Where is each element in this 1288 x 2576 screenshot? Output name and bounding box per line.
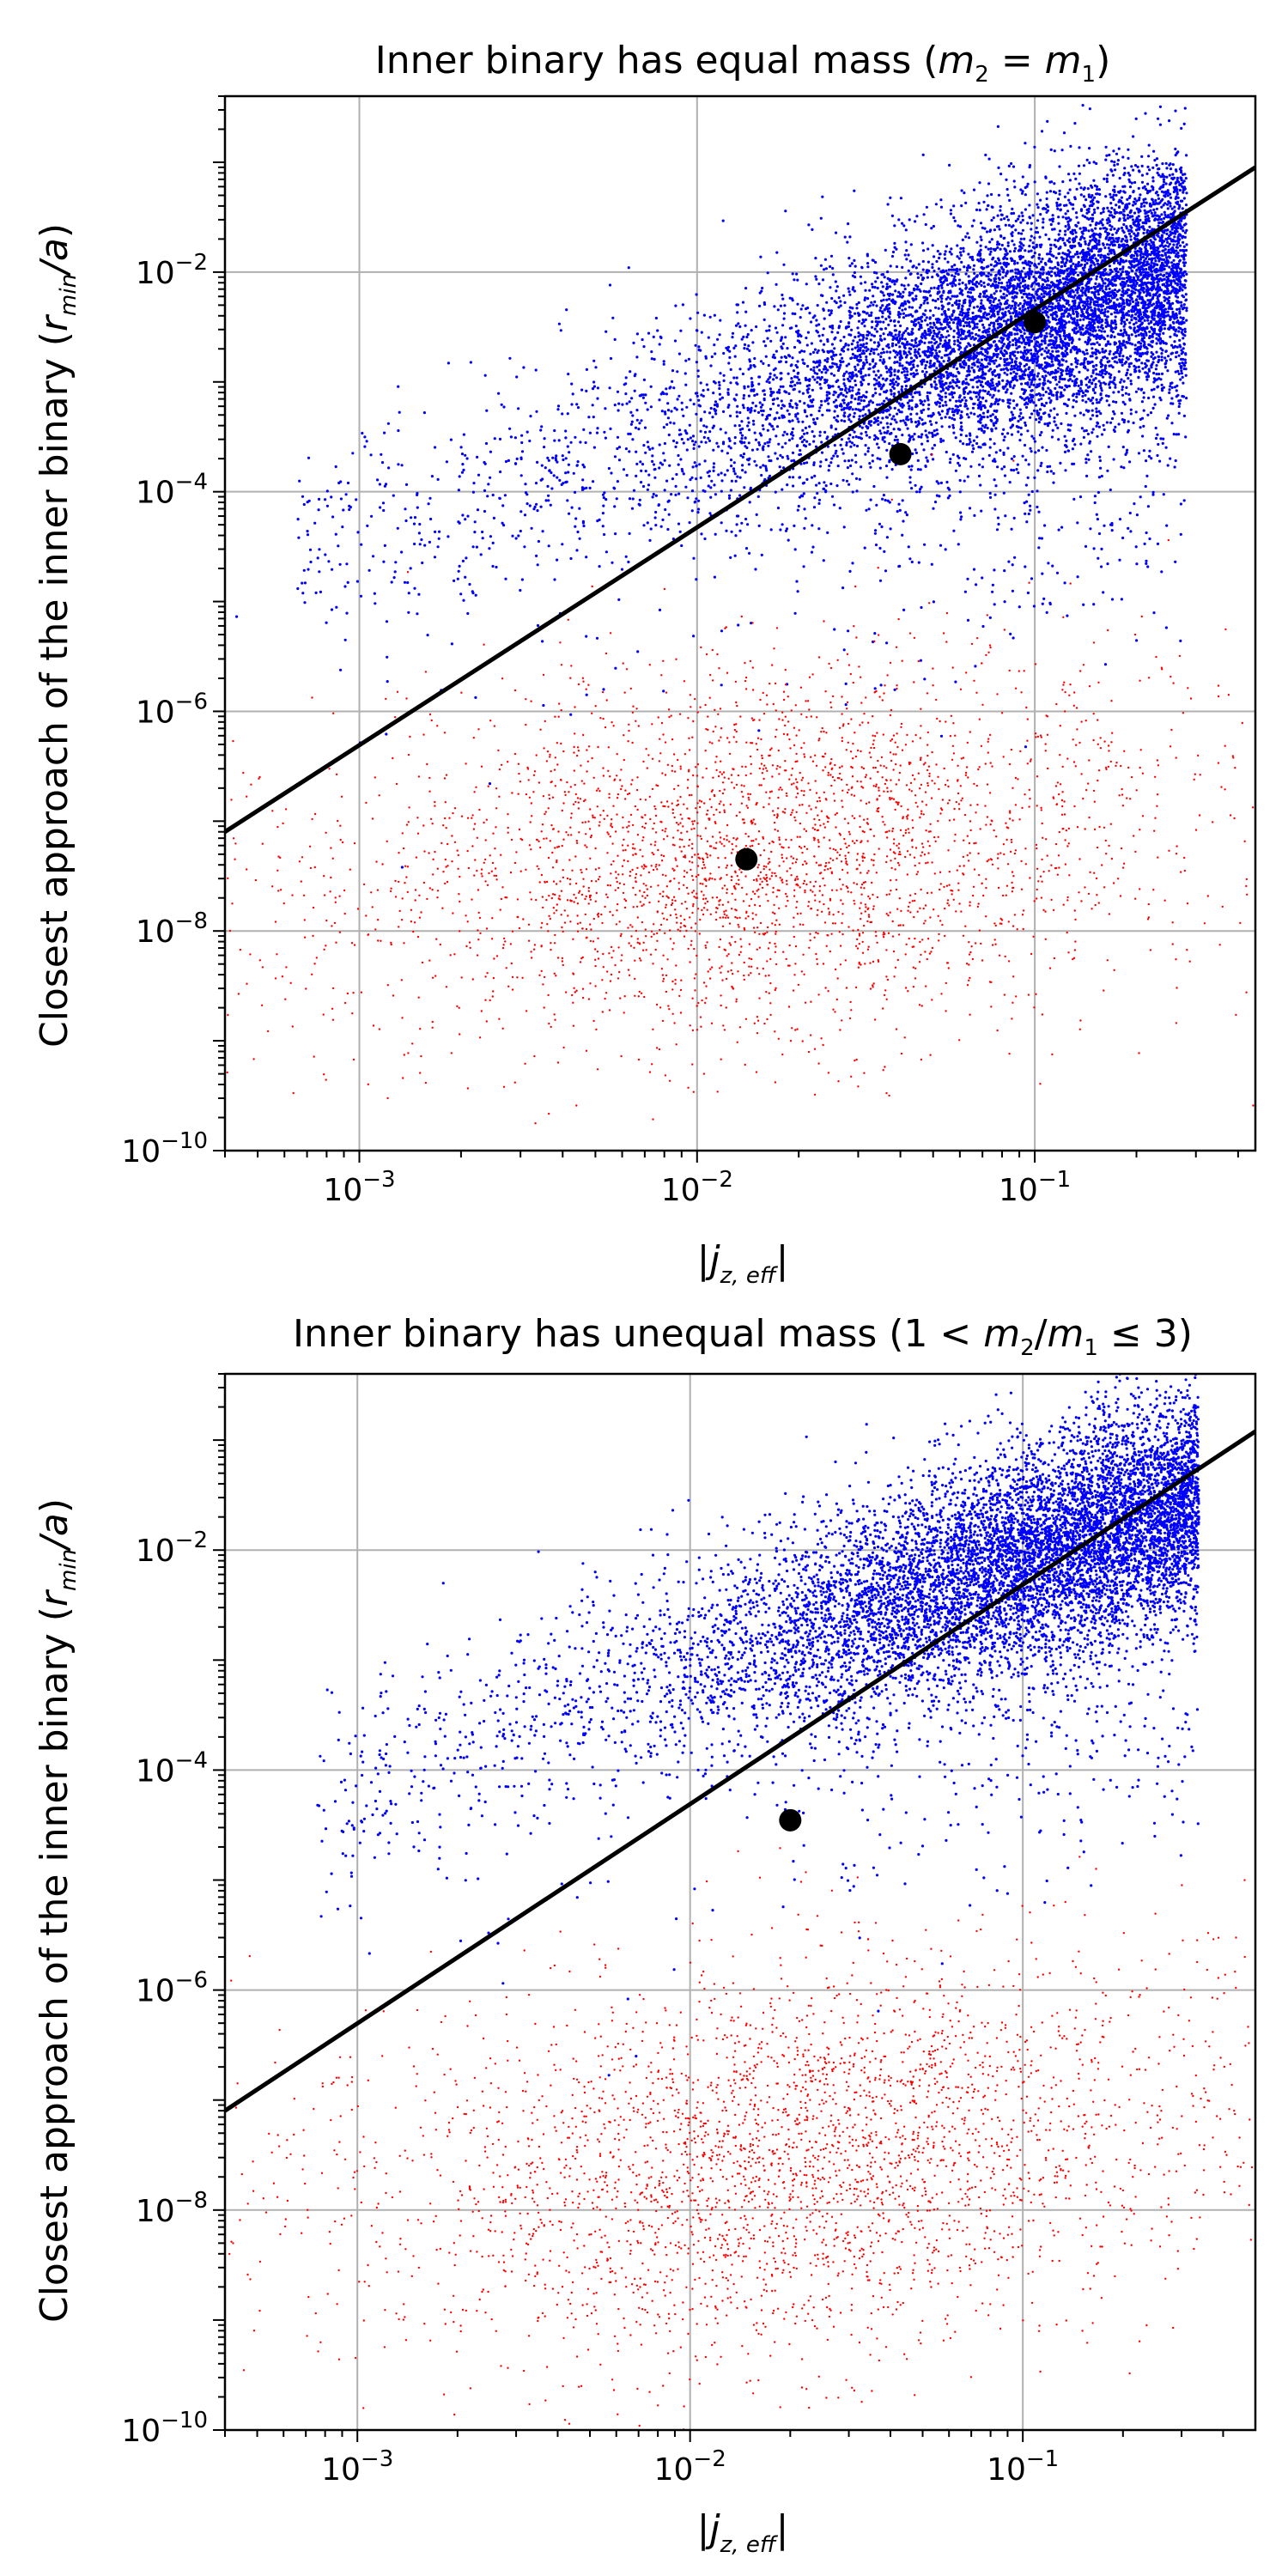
scatter-red-mark — [222, 453, 1258, 1154]
series-red-points — [228, 1847, 1261, 2432]
highlight-point — [1024, 311, 1046, 333]
x-tick-label: 10−1 — [987, 2446, 1059, 2488]
scatter-blue-mark — [316, 1370, 1200, 2076]
x-axis-label: |jz, eff| — [697, 2507, 789, 2558]
scatter-blue-mark — [235, 92, 1188, 868]
y-tick-label: 10−4 — [136, 1747, 208, 1789]
highlight-point — [890, 443, 912, 465]
series-blue-points — [235, 92, 1188, 868]
panel-unequal-mass: Inner binary has unequal mass (1 < m2/m1… — [33, 1312, 1261, 2558]
y-tick-label: 10−10 — [121, 2408, 208, 2449]
chart-title: Inner binary has unequal mass (1 < m2/m1… — [293, 1312, 1193, 1361]
y-tick-label: 10−8 — [136, 2188, 208, 2229]
x-tick-label: 10−1 — [999, 1167, 1071, 1208]
chart-title: Inner binary has equal mass (m2 = m1) — [375, 39, 1111, 88]
series-blue-points — [316, 1370, 1200, 2076]
y-tick-label: 10−8 — [136, 908, 208, 950]
x-tick-label: 10−2 — [661, 1167, 733, 1208]
plot-area — [225, 1370, 1261, 2432]
y-tick-label: 10−4 — [136, 470, 208, 511]
panel-equal-mass: Inner binary has equal mass (m2 = m1) Cl… — [33, 39, 1259, 1289]
highlight-point — [735, 848, 757, 871]
fit-line — [225, 1431, 1255, 2111]
x-tick-label: 10−3 — [323, 1167, 395, 1208]
y-tick-label: 10−2 — [136, 1528, 208, 1569]
series-red-points — [222, 453, 1258, 1154]
y-tick-label: 10−6 — [136, 1968, 208, 2009]
x-tick-label: 10−2 — [654, 2446, 726, 2488]
scatter-red-mark — [228, 1847, 1261, 2432]
y-tick-label: 10−6 — [136, 689, 208, 730]
fit-line — [225, 167, 1255, 832]
y-tick-label: 10−2 — [136, 250, 208, 291]
y-tick-label: 10−10 — [121, 1128, 208, 1170]
plot-area — [222, 92, 1258, 1153]
y-axis-label: Closest approach of the inner binary (rm… — [33, 223, 82, 1048]
x-tick-label: 10−3 — [321, 2446, 393, 2488]
y-axis-label: Closest approach of the inner binary (rm… — [33, 1498, 82, 2323]
highlight-point — [779, 1809, 801, 1832]
x-axis-label: |jz, eff| — [697, 1238, 789, 1289]
